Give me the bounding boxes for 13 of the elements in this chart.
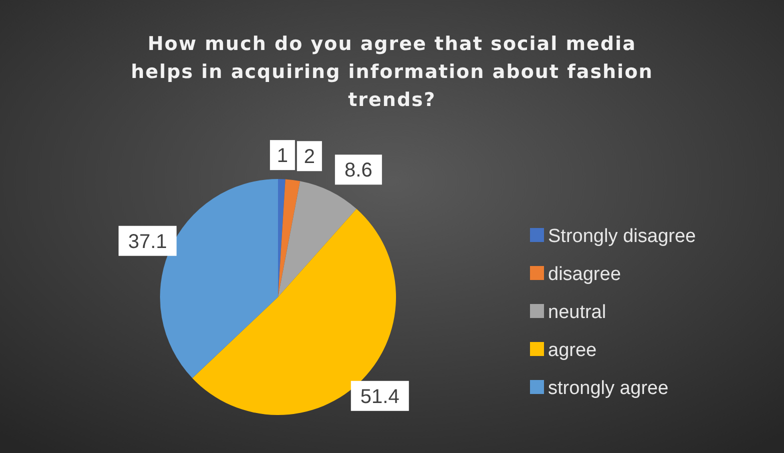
legend-label: disagree — [548, 264, 621, 285]
data-label: 51.4 — [360, 386, 400, 408]
data-label: 37.1 — [128, 230, 168, 253]
data-label: 1 — [276, 145, 288, 168]
data-label: 8.6 — [344, 160, 372, 182]
legend-label: Strongly disagree — [548, 226, 696, 247]
pie-slice — [278, 179, 300, 297]
legend-label: neutral — [548, 302, 606, 323]
legend-label: agree — [548, 340, 597, 361]
chart-title: How much do you agree that social media helps in acquiring information about fashion trends? — [130, 33, 654, 111]
pie-slice — [278, 181, 357, 297]
data-label: 2 — [304, 146, 316, 168]
legend-label: strongly agree — [548, 378, 668, 399]
